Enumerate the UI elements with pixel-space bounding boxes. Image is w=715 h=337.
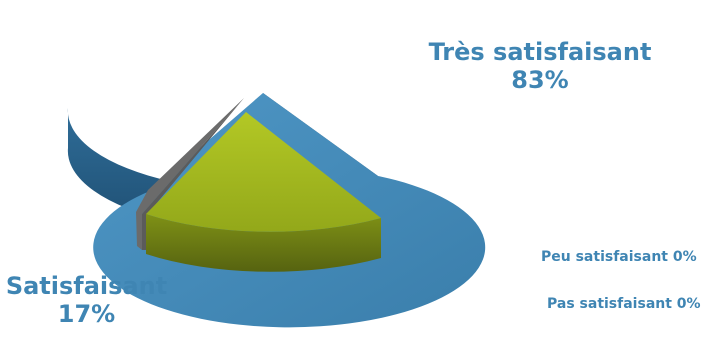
label-tres-satisfaisant-name: Très satisfaisant bbox=[428, 38, 652, 66]
label-satisfaisant-value: 17% bbox=[57, 300, 116, 329]
label-pas-satisfaisant: Pas satisfaisant 0% bbox=[547, 296, 701, 313]
label-peu-satisfaisant: Peu satisfaisant 0% bbox=[541, 249, 697, 266]
label-satisfaisant-name: Satisfaisant bbox=[5, 272, 168, 300]
slice-satisfaisant-top bbox=[146, 112, 381, 232]
slice-satisfaisant-side bbox=[146, 214, 381, 272]
label-peu-satisfaisant-name: Peu satisfaisant bbox=[541, 249, 668, 265]
label-tres-satisfaisant: Très satisfaisant 83% bbox=[425, 38, 655, 95]
label-pas-satisfaisant-value: 0% bbox=[676, 296, 701, 312]
slice-satisfaisant bbox=[146, 112, 381, 272]
label-tres-satisfaisant-value: 83% bbox=[511, 66, 569, 95]
label-peu-satisfaisant-value: 0% bbox=[672, 249, 697, 265]
label-satisfaisant: Satisfaisant 17% bbox=[4, 272, 169, 329]
label-pas-satisfaisant-name: Pas satisfaisant bbox=[547, 296, 672, 312]
